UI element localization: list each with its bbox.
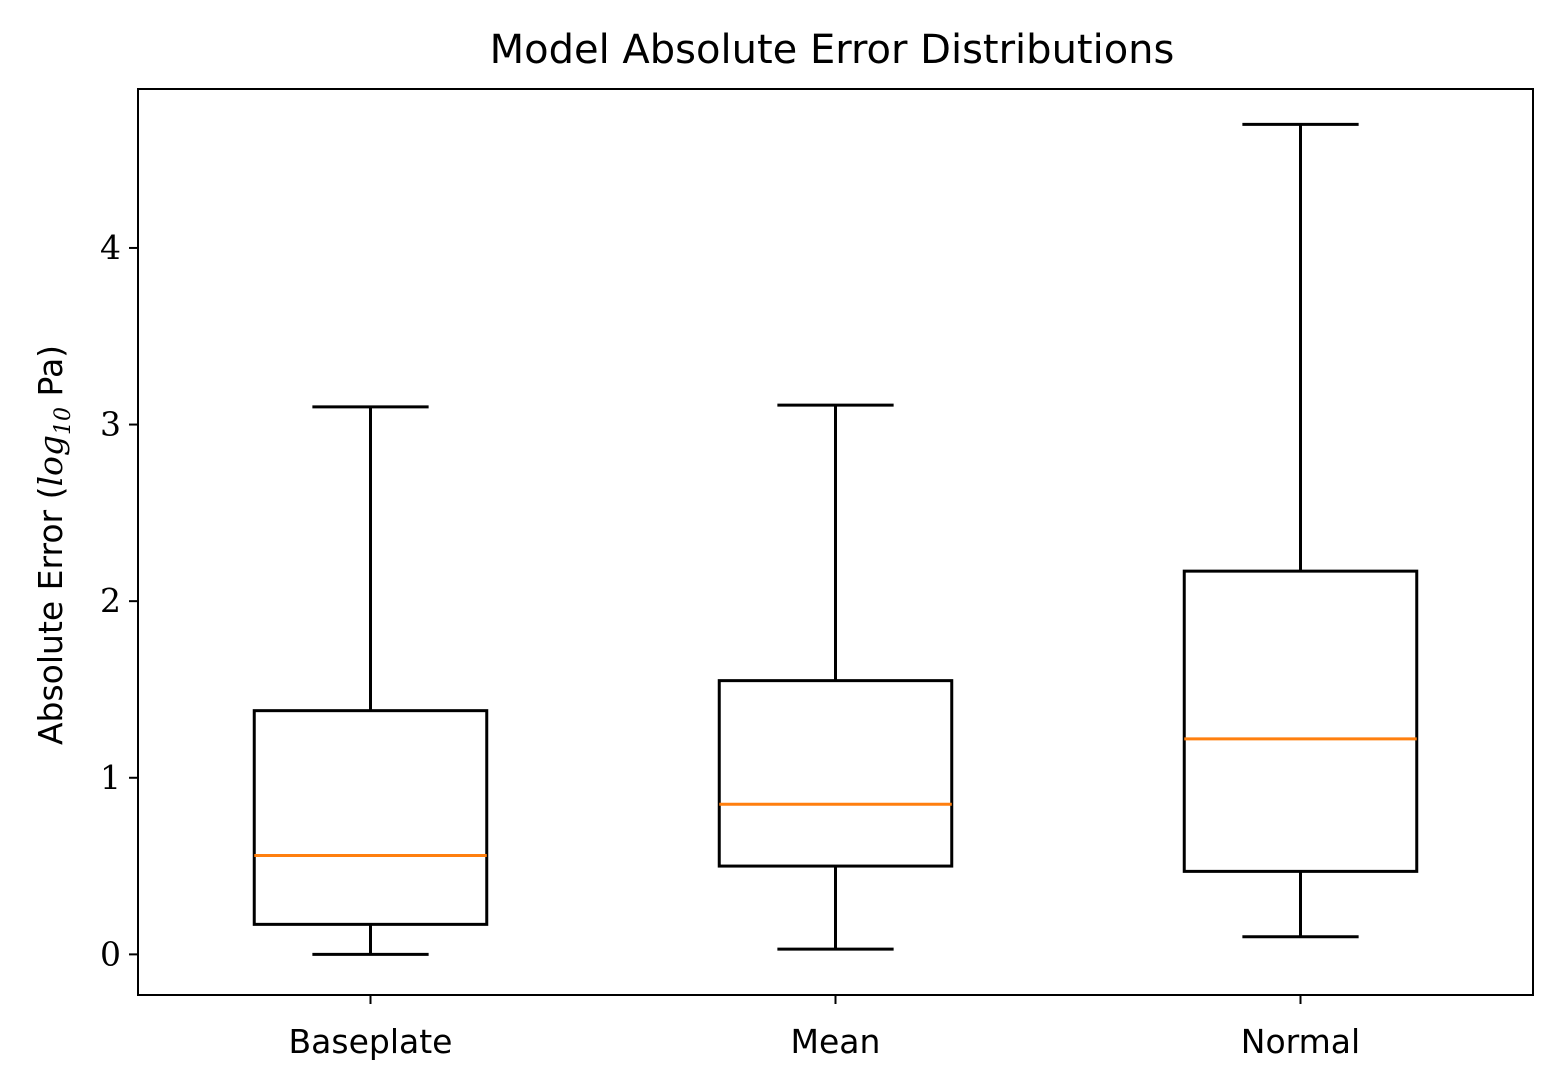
- x-tick-label: Normal: [1241, 1022, 1360, 1061]
- plot-area: 0 1 2 3 4 Baseplate Mean Normal: [100, 88, 1534, 1061]
- box-iqr-baseplate: [252, 709, 489, 926]
- y-tick-label: 4: [100, 228, 121, 267]
- x-tick-label: Mean: [791, 1022, 881, 1061]
- chart-title: Model Absolute Error Distributions: [490, 27, 1175, 73]
- y-axis-label-prefix: Absolute Error (: [31, 487, 70, 746]
- y-axis-label: Absolute Error (log10 Pa): [31, 345, 76, 745]
- y-axis-label-subscript: 10: [51, 407, 76, 435]
- svg-text:Absolute Error (log10 Pa): Absolute Error (log10 Pa): [31, 345, 76, 745]
- y-tick-label: 3: [100, 405, 121, 444]
- y-tick-label: 1: [100, 758, 121, 797]
- y-tick-label: 2: [100, 581, 121, 620]
- y-axis-label-log: log: [31, 435, 70, 487]
- axes-frame: [137, 88, 1534, 996]
- x-tick-label: Baseplate: [289, 1022, 453, 1061]
- y-axis-label-suffix: Pa): [31, 345, 70, 407]
- box-iqr-mean: [717, 679, 954, 868]
- box-iqr-normal: [1182, 569, 1419, 873]
- y-tick-label: 0: [100, 934, 121, 973]
